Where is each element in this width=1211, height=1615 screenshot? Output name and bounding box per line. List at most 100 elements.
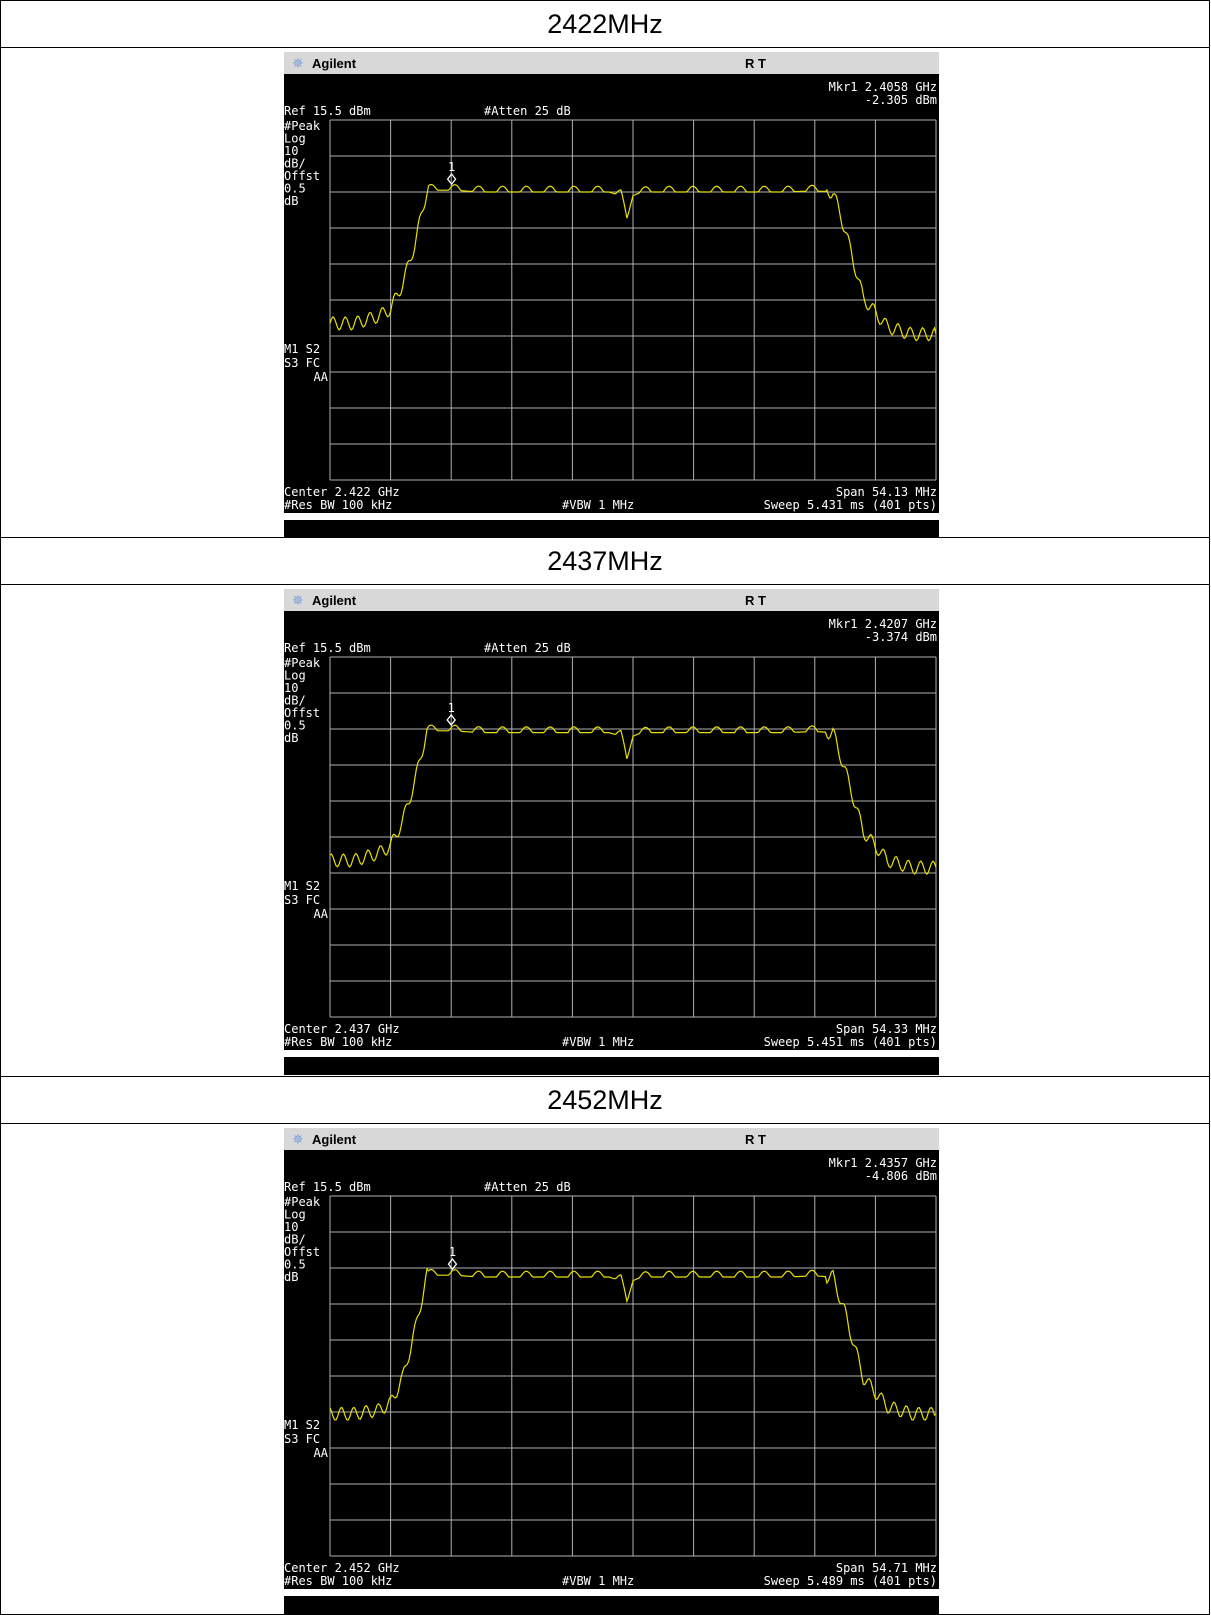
brand-label: Agilent <box>312 1132 357 1147</box>
sweep-label: Sweep 5.489 ms (401 pts) <box>764 1574 937 1588</box>
spectrum-trace <box>329 183 937 342</box>
side-label: 10 <box>284 1220 298 1234</box>
analyzer-screen-2: ✵ Agilent R T Mkr1 2.4207 GHz -3.374 dBm Ref … <box>284 589 939 1075</box>
sweep-label: Sweep 5.451 ms (401 pts) <box>764 1035 937 1049</box>
side-label: Log <box>284 132 306 146</box>
reference-level-label: Ref 15.5 dBm <box>284 1180 371 1194</box>
span-label: Span 54.33 MHz <box>836 1022 937 1036</box>
separator-strip <box>284 1050 939 1057</box>
status-indicator: R T <box>745 593 766 608</box>
resolution-bandwidth-label: #Res BW 100 kHz <box>284 1574 392 1588</box>
marker-number-label: 1 <box>449 1245 456 1259</box>
brand-label: Agilent <box>312 593 357 608</box>
plot-title-1: 2422MHz <box>0 0 1210 48</box>
side-label: Log <box>284 669 306 683</box>
mode-label: S3 FC <box>284 893 320 907</box>
plot-title-2: 2437MHz <box>0 537 1210 585</box>
center-frequency-label: Center 2.437 GHz <box>284 1022 400 1036</box>
mode-label: M1 S2 <box>284 342 320 356</box>
status-indicator: R T <box>745 1132 766 1147</box>
screen-background <box>284 611 939 1075</box>
mode-label: S3 FC <box>284 1432 320 1446</box>
marker-frequency-readout: Mkr1 2.4357 GHz <box>829 1156 937 1170</box>
plot-cell-1: ✵ Agilent R T Mkr1 2.4058 GHz -2.305 dBm Ref … <box>0 48 1210 538</box>
agilent-spark-icon: ✵ <box>292 1132 304 1148</box>
spectrum-display-2: ✵ Agilent R T Mkr1 2.4207 GHz-3.374 dBm Ref … <box>284 589 939 1075</box>
softkey-bar <box>288 1596 935 1614</box>
side-label: 0.5 <box>284 182 306 196</box>
side-label: #Peak <box>284 1195 321 1209</box>
title-bar <box>284 52 939 74</box>
mode-label: AA <box>314 907 329 921</box>
title-bar <box>284 1128 939 1150</box>
side-label: 10 <box>284 144 298 158</box>
spectrum-trace <box>329 1267 937 1421</box>
side-label: 0.5 <box>284 1258 306 1272</box>
spectrum-display-3: ✵ Agilent R T Mkr1 2.4357 GHz-4.806 dBm Ref … <box>284 1128 939 1614</box>
marker-number-label: 1 <box>448 160 455 174</box>
brand-label: Agilent <box>312 56 357 71</box>
spectrum-display-1: ✵ Agilent R T Mkr1 2.4058 GHz-2.305 dBm Ref … <box>284 52 939 538</box>
marker-frequency-readout: Mkr1 2.4058 GHz <box>829 80 937 94</box>
mode-label: AA <box>314 1446 329 1460</box>
plot-cell-2: ✵ Agilent R T Mkr1 2.4207 GHz -3.374 dBm Ref … <box>0 585 1210 1077</box>
plot-cell-3: ✵ Agilent R T Mkr1 2.4357 GHz -4.806 dBm Ref … <box>0 1124 1210 1615</box>
side-label: dB <box>284 194 298 208</box>
marker-diamond <box>447 1258 458 1271</box>
video-bandwidth-label: #VBW 1 MHz <box>562 498 634 512</box>
attenuation-label: #Atten 25 dB <box>484 104 571 118</box>
resolution-bandwidth-label: #Res BW 100 kHz <box>284 1035 392 1049</box>
sweep-label: Sweep 5.431 ms (401 pts) <box>764 498 937 512</box>
side-label: dB <box>284 731 298 745</box>
attenuation-label: #Atten 25 dB <box>484 641 571 655</box>
side-label: 0.5 <box>284 719 306 733</box>
mode-label: M1 S2 <box>284 879 320 893</box>
title-bar <box>284 589 939 611</box>
marker-level-readout: -4.806 dBm <box>865 1169 937 1183</box>
marker-diamond <box>446 713 457 726</box>
span-label: Span 54.13 MHz <box>836 485 937 499</box>
reference-level-label: Ref 15.5 dBm <box>284 104 371 118</box>
center-frequency-label: Center 2.422 GHz <box>284 485 400 499</box>
attenuation-label: #Atten 25 dB <box>484 1180 571 1194</box>
agilent-spark-icon: ✵ <box>292 593 304 609</box>
side-label: dB <box>284 1270 298 1284</box>
side-label: dB/ <box>284 1233 306 1247</box>
screen-background <box>284 74 939 538</box>
agilent-spark-icon: ✵ <box>292 56 304 72</box>
softkey-bar <box>288 520 935 538</box>
reference-level-label: Ref 15.5 dBm <box>284 641 371 655</box>
mode-label: M1 S2 <box>284 1418 320 1432</box>
marker-frequency-readout: Mkr1 2.4207 GHz <box>829 617 937 631</box>
analyzer-screen-3: ✵ Agilent R T Mkr1 2.4357 GHz -4.806 dBm Ref … <box>284 1128 939 1614</box>
separator-strip <box>284 513 939 520</box>
side-label: Offst <box>284 706 320 720</box>
span-label: Span 54.71 MHz <box>836 1561 937 1575</box>
side-label: #Peak <box>284 119 321 133</box>
screen-background <box>284 1150 939 1614</box>
side-label: Offst <box>284 1245 320 1259</box>
marker-diamond <box>446 173 457 186</box>
spectrum-trace <box>329 724 937 876</box>
separator-strip <box>284 1589 939 1596</box>
side-label: 10 <box>284 681 298 695</box>
mode-label: AA <box>314 370 329 384</box>
center-frequency-label: Center 2.452 GHz <box>284 1561 400 1575</box>
side-label: Offst <box>284 169 320 183</box>
video-bandwidth-label: #VBW 1 MHz <box>562 1574 634 1588</box>
video-bandwidth-label: #VBW 1 MHz <box>562 1035 634 1049</box>
side-label: #Peak <box>284 656 321 670</box>
mode-label: S3 FC <box>284 356 320 370</box>
marker-level-readout: -3.374 dBm <box>865 630 937 644</box>
side-label: dB/ <box>284 157 306 171</box>
marker-number-label: 1 <box>448 701 455 715</box>
marker-level-readout: -2.305 dBm <box>865 93 937 107</box>
resolution-bandwidth-label: #Res BW 100 kHz <box>284 498 392 512</box>
analyzer-screen-1: ✵ Agilent R T Mkr1 2.4058 GHz -2.305 dBm Ref … <box>284 52 939 538</box>
softkey-bar <box>288 1057 935 1075</box>
side-label: dB/ <box>284 694 306 708</box>
side-label: Log <box>284 1208 306 1222</box>
plot-title-3: 2452MHz <box>0 1076 1210 1124</box>
status-indicator: R T <box>745 56 766 71</box>
